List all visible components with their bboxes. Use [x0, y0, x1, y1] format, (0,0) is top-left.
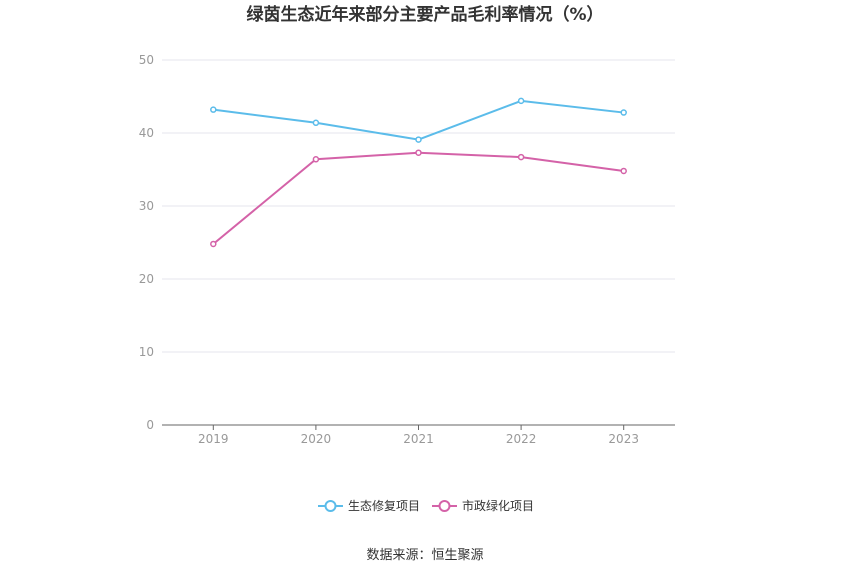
legend-marker-icon — [324, 500, 337, 512]
legend-label: 市政绿化项目 — [462, 498, 534, 513]
chart-title: 绿茵生态近年来部分主要产品毛利率情况（%） — [246, 4, 603, 25]
data-point[interactable] — [620, 167, 627, 175]
y-tick-label: 40 — [139, 126, 154, 140]
data-point[interactable] — [415, 136, 422, 143]
x-axis: 2019 2020 2021 2022 2023 — [162, 424, 675, 446]
series-line — [212, 151, 624, 245]
y-tick-label: 30 — [139, 199, 154, 213]
grid-lines — [162, 59, 675, 353]
series-layer — [210, 97, 627, 248]
y-axis: 0 10 20 30 40 50 — [139, 53, 154, 432]
x-tick-label: 2020 — [301, 432, 332, 446]
data-point[interactable] — [620, 109, 627, 116]
legend-label: 生态修复项目 — [348, 498, 420, 513]
data-point[interactable] — [210, 106, 217, 113]
series-2 — [210, 149, 627, 248]
y-tick-label: 0 — [146, 418, 154, 432]
series-line — [213, 99, 624, 141]
y-tick-label: 50 — [139, 53, 154, 67]
legend-marker-icon — [438, 500, 451, 512]
data-point[interactable] — [312, 156, 320, 163]
legend[interactable]: 生态修复项目 市政绿化项目 — [318, 498, 534, 513]
y-tick-label: 20 — [139, 272, 154, 286]
data-point[interactable] — [517, 153, 525, 161]
data-source: 数据来源：恒生聚源 — [366, 548, 483, 563]
series-1 — [210, 97, 627, 143]
data-point[interactable] — [415, 149, 422, 156]
y-tick-label: 10 — [139, 345, 154, 359]
legend-item-1[interactable]: 生态修复项目 — [318, 498, 420, 513]
data-point[interactable] — [210, 240, 217, 248]
x-tick-label: 2019 — [198, 432, 229, 446]
x-tick-label: 2023 — [608, 432, 639, 446]
legend-item-2[interactable]: 市政绿化项目 — [432, 498, 534, 513]
data-point[interactable] — [517, 97, 525, 105]
data-point[interactable] — [312, 119, 320, 127]
x-tick-label: 2021 — [403, 432, 434, 446]
x-tick-label: 2022 — [506, 432, 537, 446]
